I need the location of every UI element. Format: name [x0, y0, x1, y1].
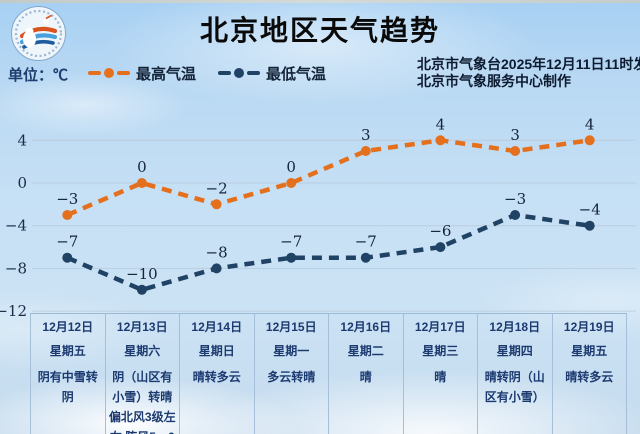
marker-dot [104, 68, 114, 78]
legend-label: 最高气温 [136, 65, 197, 83]
forecast-day-7: 12月18日 星期四晴转阴（山区有小雪） [477, 314, 552, 434]
bureau-logo [10, 5, 67, 62]
weather-label: 晴转多云 [565, 370, 614, 384]
legend-item-high-temp: 最高气温 [88, 63, 196, 84]
high-temp-line [66, 138, 591, 218]
y-tick-label: −8 [5, 259, 27, 277]
forecast-day-4: 12月15日 星期一多云转晴 [253, 314, 329, 434]
weekday-label: 星期三 [422, 344, 459, 358]
weekday-label: 星期四 [496, 344, 533, 358]
low-temp-point-label: −8 [206, 243, 228, 261]
high-temp-point-label: 0 [137, 158, 147, 176]
high-temp-point [62, 210, 73, 220]
forecast-day-8: 12月19日 星期五晴转多云 [551, 314, 627, 434]
low-temp-point-label: −7 [355, 233, 377, 251]
legend-item-low-temp: 最低气温 [218, 63, 326, 84]
high-temp-point-label: 3 [510, 126, 520, 144]
low-temp-point [62, 252, 73, 263]
forecast-table: 12月12日 星期五 阴有中雪转阴 12月13日 星期六 阴（山区有小雪）转晴 偏北风3级… [30, 313, 627, 434]
high-temp-point-label: −2 [206, 179, 228, 197]
gridlines [32, 139, 636, 312]
low-temp-series: −7 −10 −8 −7 −7 −6 −3 −4 [56, 190, 601, 295]
top-edge-strip [0, 0, 640, 3]
forecast-day-6: 12月17日 星期三晴 [402, 314, 478, 434]
issue-info: 北京市气象台2025年12月11日11时发布 北京市气象服务中心制作 [417, 56, 640, 90]
high-temp-point [136, 178, 147, 188]
legend-label: 最低气温 [266, 65, 327, 83]
page-title: 北京地区天气趋势 [199, 16, 440, 47]
high-temp-point [435, 135, 446, 146]
high-temp-point-label: −3 [56, 190, 78, 208]
y-tick-label: 0 [17, 174, 27, 192]
low-temp-point-label: −7 [56, 233, 78, 251]
low-temp-point-label: −10 [126, 265, 158, 283]
high-temp-point-label: 3 [361, 126, 371, 144]
y-tick-label: 4 [17, 131, 27, 149]
date-label: 12月16日 [340, 320, 392, 334]
low-temp-point [286, 252, 297, 263]
date-label: 12月12日 [42, 320, 94, 334]
forecast-day-3: 12月14日 星期日晴转多云 [179, 314, 254, 434]
weather-label: 多云转晴 [267, 370, 316, 384]
forecast-day-5: 12月16日 星期二晴 [328, 314, 403, 434]
date-label: 12月15日 [265, 320, 317, 334]
weekday-label: 星期日 [198, 344, 235, 358]
low-temp-point [360, 252, 371, 263]
weather-label: 晴 [434, 370, 447, 384]
high-temp-point [286, 178, 297, 188]
high-temp-point-label: 4 [585, 115, 595, 133]
high-temp-point [584, 135, 595, 146]
low-temp-point-label: −7 [280, 233, 302, 251]
high-temp-series: −3 0 −2 0 3 4 3 4 [56, 115, 595, 220]
y-tick-label: −4 [5, 217, 27, 235]
high-temp-point [211, 199, 222, 210]
weekday-label: 星期五 [49, 344, 86, 358]
weather-label: 阴有中雪转阴 [37, 370, 98, 404]
low-temp-point-label: −4 [579, 201, 601, 219]
high-temp-point [510, 146, 521, 156]
unit-label: 单位：℃ [8, 67, 69, 84]
high-temp-point-label: 0 [286, 158, 296, 176]
dashed-line-marker-icon [88, 68, 130, 78]
bureau-logo-icon [11, 6, 66, 61]
date-label: 12月14日 [191, 320, 243, 334]
weekday-label: 星期五 [571, 344, 608, 358]
marker-dash [88, 70, 101, 76]
low-temp-point-label: −6 [429, 222, 451, 240]
date-label: 12月13日 [116, 320, 168, 334]
marker-dot [234, 68, 245, 78]
date-label: 12月19日 [563, 320, 615, 334]
dashed-line-marker-icon [218, 68, 261, 78]
low-temp-point [584, 220, 595, 231]
forecast-day-1: 12月12日 星期五阴有中雪转阴 [30, 314, 105, 434]
low-temp-point [211, 263, 222, 274]
issue-line-1: 北京市气象台2025年12月11日11时发布 [417, 56, 640, 72]
weekday-label: 星期二 [347, 344, 384, 358]
issue-line-2: 北京市气象服务中心制作 [417, 73, 571, 89]
low-temp-point [435, 242, 446, 253]
date-label: 12月17日 [414, 320, 466, 334]
weather-label: 晴 [359, 370, 372, 384]
weather-label: 阴（山区有小雪）转晴 偏北风3级左右 阵风5、6级 [108, 370, 176, 434]
low-temp-point [136, 284, 147, 295]
marker-dash [117, 70, 130, 76]
high-temp-point-label: 4 [436, 115, 446, 133]
weekday-label: 星期六 [124, 344, 161, 358]
y-axis-labels: 4 0 −4 −8 −12 [0, 131, 27, 320]
marker-dash [247, 70, 261, 76]
low-temp-line [66, 212, 591, 293]
high-temp-point [360, 146, 371, 156]
weather-label: 晴转阴（山区有小雪） [484, 370, 545, 404]
date-label: 12月18日 [489, 320, 541, 334]
weekday-label: 星期一 [273, 344, 310, 358]
low-temp-point-label: −3 [504, 190, 526, 208]
low-temp-point [510, 210, 521, 220]
y-tick-label: −12 [0, 302, 27, 320]
weather-label: 晴转多云 [192, 370, 241, 384]
chart-legend: 最高气温 最低气温 [88, 63, 326, 84]
marker-dash [218, 70, 232, 76]
